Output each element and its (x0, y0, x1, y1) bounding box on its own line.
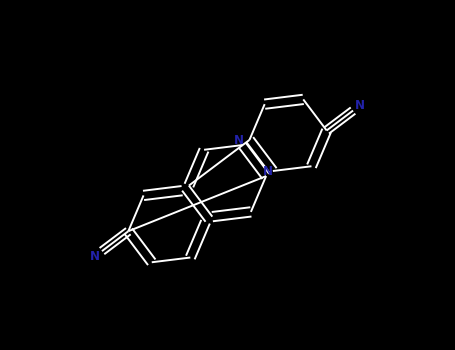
Text: N: N (234, 134, 244, 147)
Text: N: N (355, 99, 365, 112)
Text: N: N (90, 250, 100, 263)
Text: N: N (263, 165, 273, 178)
